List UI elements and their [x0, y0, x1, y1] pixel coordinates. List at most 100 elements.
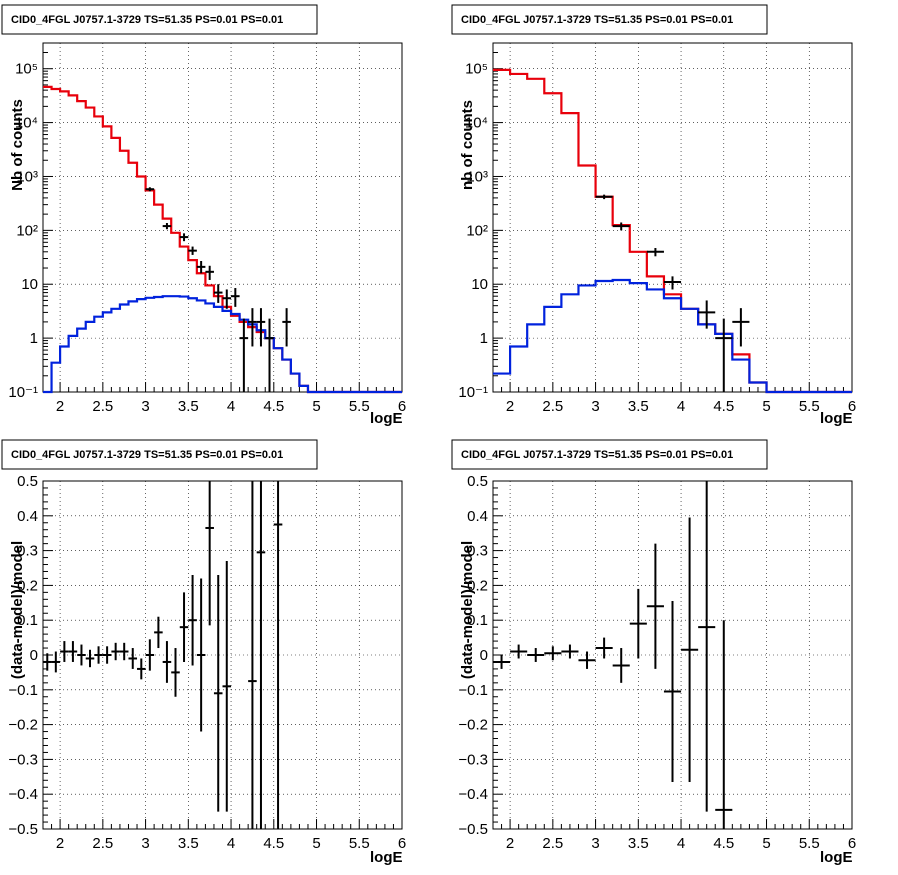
histogram-series-1: [43, 295, 402, 394]
x-tick-label: 3.5: [178, 398, 199, 415]
chart-title: CID0_4FGL J0757.1-3729 TS=51.35 PS=0.01 …: [461, 449, 733, 461]
x-tick-label: 5.5: [799, 398, 820, 415]
x-axis-label: logE: [820, 410, 853, 427]
title-box: [451, 439, 768, 470]
x-tick-label: 5: [312, 398, 320, 415]
y-tick-label: 0.5: [17, 473, 38, 490]
y-tick-label: 0.1: [17, 612, 38, 629]
y-tick-label: 0.3: [17, 543, 38, 560]
y-tick-label: 0: [30, 647, 38, 664]
x-tick-label: 5: [762, 835, 770, 852]
x-tick-label: 3.5: [628, 835, 649, 852]
y-tick-label: 0.4: [17, 508, 38, 525]
x-tick-label: 4: [677, 835, 685, 852]
y-tick-label: 10⁴: [465, 115, 488, 132]
y-tick-label: −0.3: [458, 751, 488, 768]
x-tick-label: 4: [227, 398, 235, 415]
y-tick-label: −0.1: [8, 682, 38, 699]
x-tick-label: 2: [56, 835, 64, 852]
y-tick-label: −0.4: [458, 786, 488, 803]
y-axis-label: (data-model)/model: [459, 541, 476, 679]
chart-title: CID0_4FGL J0757.1-3729 TS=51.35 PS=0.01 …: [11, 449, 283, 461]
histogram-series-0: [43, 85, 402, 394]
x-tick-label: 4: [227, 835, 235, 852]
y-tick-label: −0.3: [8, 751, 38, 768]
x-tick-label: 3: [591, 398, 599, 415]
y-tick-label: 10²: [466, 222, 488, 239]
x-tick-label: 5.5: [349, 835, 370, 852]
chart-title: CID0_4FGL J0757.1-3729 TS=51.35 PS=0.01 …: [461, 14, 733, 26]
title-box: [1, 4, 318, 35]
histogram-series-1: [493, 278, 852, 394]
x-tick-label: 6: [848, 835, 856, 852]
y-tick-label: 1: [480, 330, 488, 347]
y-tick-label: −0.5: [8, 821, 38, 838]
x-tick-label: 6: [848, 398, 856, 415]
y-tick-label: 1: [30, 330, 38, 347]
x-tick-label: 3.5: [178, 835, 199, 852]
y-tick-label: 10: [471, 276, 488, 293]
x-tick-label: 5.5: [349, 398, 370, 415]
y-tick-label: 10⁴: [15, 115, 38, 132]
title-box: [1, 439, 318, 470]
y-axis-label: Nb of counts: [9, 99, 26, 191]
x-tick-label: 3: [141, 398, 149, 415]
x-tick-label: 6: [398, 835, 406, 852]
y-tick-label: 10³: [16, 168, 38, 185]
y-tick-label: −0.5: [458, 821, 488, 838]
y-tick-label: 0.3: [467, 543, 488, 560]
plot-frame: [42, 42, 403, 393]
grid-lines: [43, 43, 402, 392]
y-tick-label: 10⁻¹: [8, 384, 38, 401]
plot-frame: [492, 42, 853, 393]
grid-lines: [493, 43, 852, 392]
x-tick-label: 2: [56, 398, 64, 415]
residual-points-layer: [493, 481, 733, 829]
x-tick-label: 5: [312, 835, 320, 852]
y-tick-label: 10⁵: [15, 61, 38, 78]
x-tick-label: 5.5: [799, 835, 820, 852]
y-tick-label: 0.1: [467, 612, 488, 629]
panel-top-right-counts: CID0_4FGL J0757.1-3729 TS=51.35 PS=0.01 …: [451, 4, 856, 427]
x-axis-label: logE: [820, 849, 853, 866]
x-tick-label: 5: [762, 398, 770, 415]
panel-bottom-right-residuals: CID0_4FGL J0757.1-3729 TS=51.35 PS=0.01 …: [451, 439, 856, 866]
axis-ticks: 2 2.5 3 3.5 4 4.5 5 5.5 6 10⁻¹ 1 10 10² 10³ 10⁴ 10⁵: [458, 42, 856, 415]
x-tick-label: 2: [506, 398, 514, 415]
y-tick-label: 10²: [16, 222, 38, 239]
y-tick-label: 0.5: [467, 473, 488, 490]
y-tick-label: −0.1: [458, 682, 488, 699]
panel-bottom-left-residuals: CID0_4FGL J0757.1-3729 TS=51.35 PS=0.01 …: [1, 439, 406, 866]
panel-top-left-counts: CID0_4FGL J0757.1-3729 TS=51.35 PS=0.01 …: [1, 4, 406, 427]
title-box: [451, 4, 768, 35]
y-axis-label: nb of counts: [459, 100, 476, 190]
axis-ticks: 2 2.5 3 3.5 4 4.5 5 5.5 6 −0.5 −0.4 −0.3 −0.2 −0.1 0 0.…: [8, 473, 406, 852]
x-axis-label: logE: [370, 849, 403, 866]
histogram-series-0: [493, 68, 852, 394]
y-tick-label: 10⁵: [465, 61, 488, 78]
x-tick-label: 6: [398, 398, 406, 415]
y-tick-label: −0.4: [8, 786, 38, 803]
y-tick-label: 10⁻¹: [458, 384, 488, 401]
y-tick-label: 10³: [466, 168, 488, 185]
y-tick-label: 0: [480, 647, 488, 664]
x-tick-label: 2.5: [92, 835, 113, 852]
y-axis-label: (data-model)/model: [9, 541, 26, 679]
series-layer: [493, 68, 852, 394]
residual-points-layer: [43, 481, 283, 829]
x-tick-label: 3.5: [628, 398, 649, 415]
x-tick-label: 2.5: [542, 835, 563, 852]
series-layer: [43, 85, 402, 394]
y-tick-label: −0.2: [458, 717, 488, 734]
x-axis-label: logE: [370, 410, 403, 427]
x-tick-label: 4.5: [263, 398, 284, 415]
x-tick-label: 2: [506, 835, 514, 852]
x-tick-label: 4.5: [263, 835, 284, 852]
y-tick-label: −0.2: [8, 717, 38, 734]
data-points-layer: [595, 194, 750, 392]
x-tick-label: 4: [677, 398, 685, 415]
x-tick-label: 4.5: [713, 398, 734, 415]
y-tick-label: 0.4: [467, 508, 488, 525]
x-tick-label: 3: [591, 835, 599, 852]
